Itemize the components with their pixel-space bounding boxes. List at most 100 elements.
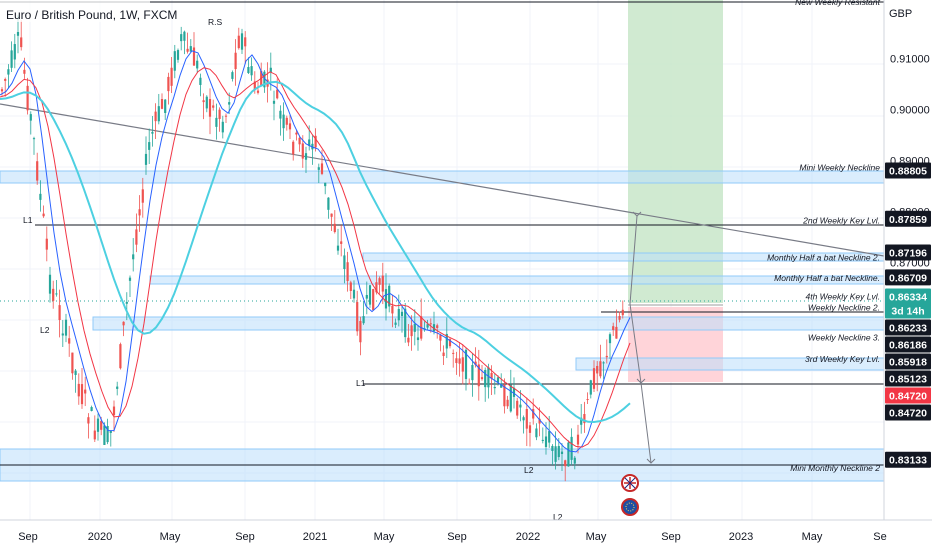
candle-body: [202, 100, 205, 103]
candle-body: [426, 324, 429, 328]
candle-body: [551, 445, 554, 452]
time-axis[interactable]: [0, 520, 932, 550]
candle-body: [189, 46, 192, 52]
level-label: New Weekly Resistant: [795, 0, 881, 7]
x-tick-label: Sep: [447, 531, 467, 543]
candle-body: [532, 408, 535, 419]
price-tags: 0.88805 0.87859 0.87196 0.86709 0.86334 3d 14…: [885, 162, 931, 468]
candle-body: [13, 44, 16, 60]
candle-body: [384, 289, 388, 309]
candle-body: [583, 414, 586, 424]
ma-slow-line: [0, 80, 631, 424]
price-tag: [885, 353, 931, 370]
candle-body: [605, 355, 608, 358]
candle-body: [90, 407, 93, 411]
candle-body: [576, 434, 580, 445]
candle-body: [564, 460, 567, 467]
candle-body: [359, 321, 362, 343]
candle-body: [330, 213, 333, 217]
level-label: 4th Weekly Key Lvl.: [806, 291, 881, 301]
level-label: 3rd Weekly Key Lvl.: [805, 354, 880, 364]
candle-body: [599, 361, 602, 377]
candle-body: [400, 311, 404, 316]
candle-body: [154, 111, 157, 122]
candle-body: [506, 399, 509, 407]
candle-body: [77, 383, 80, 397]
candle-body: [272, 100, 276, 104]
candle-body: [404, 308, 407, 338]
candle-body: [282, 114, 285, 129]
price-tag: [885, 269, 931, 286]
candle-body: [167, 76, 170, 92]
ma-mid-line: [0, 67, 631, 448]
level-label: Mini Monthly Neckline 2: [790, 463, 880, 473]
price-tag-label: 0.85123: [889, 374, 927, 386]
candle-body: [135, 229, 138, 245]
candle-body: [176, 50, 180, 60]
candle-body: [116, 386, 119, 389]
candle-body: [544, 436, 548, 448]
candle-body: [548, 431, 551, 443]
candle-body: [381, 275, 384, 292]
candle-body: [474, 361, 477, 366]
candle-body: [218, 109, 221, 119]
candle-body: [621, 309, 624, 316]
candle-body: [461, 357, 464, 372]
annotation-rs: R.S: [208, 17, 223, 27]
candle-body: [340, 241, 343, 244]
candle-body: [45, 238, 48, 250]
candle-body: [234, 52, 237, 70]
level-label: 2nd Weekly Key Lvl.: [802, 215, 880, 225]
candle-body: [138, 209, 141, 216]
candle-body: [212, 105, 215, 108]
annotation-l2-mid: L2: [524, 465, 534, 475]
price-tag-label: 0.86186: [889, 340, 927, 352]
candle-body: [144, 153, 148, 165]
candle-body: [151, 131, 154, 134]
x-tick-label: May: [160, 531, 181, 543]
candle-body: [279, 110, 282, 119]
price-tag-label: 0.88805: [889, 166, 927, 178]
annotation-l1-left: L1: [23, 215, 33, 225]
candle-body: [199, 77, 202, 85]
x-tick-label: May: [586, 531, 607, 543]
candle-body: [157, 106, 160, 122]
price-tag: [885, 404, 931, 421]
x-tick-label: 2022: [516, 531, 540, 543]
candle-body: [356, 302, 359, 332]
candle-body: [64, 319, 68, 336]
candle-body: [570, 436, 573, 460]
candle-body: [221, 121, 224, 133]
candle-body: [336, 245, 340, 251]
candle-body: [500, 383, 503, 388]
price-tag-label: 0.87859: [889, 214, 927, 226]
candle-body: [84, 389, 87, 394]
candle-body: [496, 377, 500, 383]
price-tag-label: 0.86233: [889, 323, 927, 335]
candle-body: [224, 115, 228, 117]
time-axis-ticks: Sep 2020 May Sep 2021 May Sep 2022 May Sep 2023 May…: [18, 531, 887, 543]
x-tick-label: 2021: [303, 531, 327, 543]
candle-body: [173, 51, 176, 71]
candle-body: [324, 182, 327, 187]
y-tick-label: 0.90000: [890, 105, 930, 117]
annotation-l1-mid: L1: [356, 378, 366, 388]
price-tag: [885, 319, 931, 336]
candle-body: [471, 364, 474, 381]
price-tag: [885, 244, 931, 261]
candle-body: [125, 301, 128, 304]
price-tag: [885, 288, 931, 319]
candle-body: [247, 67, 250, 74]
candle-body: [7, 69, 10, 75]
candle-body: [410, 325, 413, 337]
candle-body: [180, 34, 183, 42]
candle-body: [250, 66, 253, 76]
candle-body: [333, 223, 336, 233]
candle-body: [285, 117, 288, 125]
candle-body: [0, 89, 4, 92]
candle-body: [477, 364, 480, 387]
price-tag-label: 0.84720: [889, 391, 927, 403]
candle-body: [192, 47, 196, 66]
candle-body: [39, 193, 42, 200]
